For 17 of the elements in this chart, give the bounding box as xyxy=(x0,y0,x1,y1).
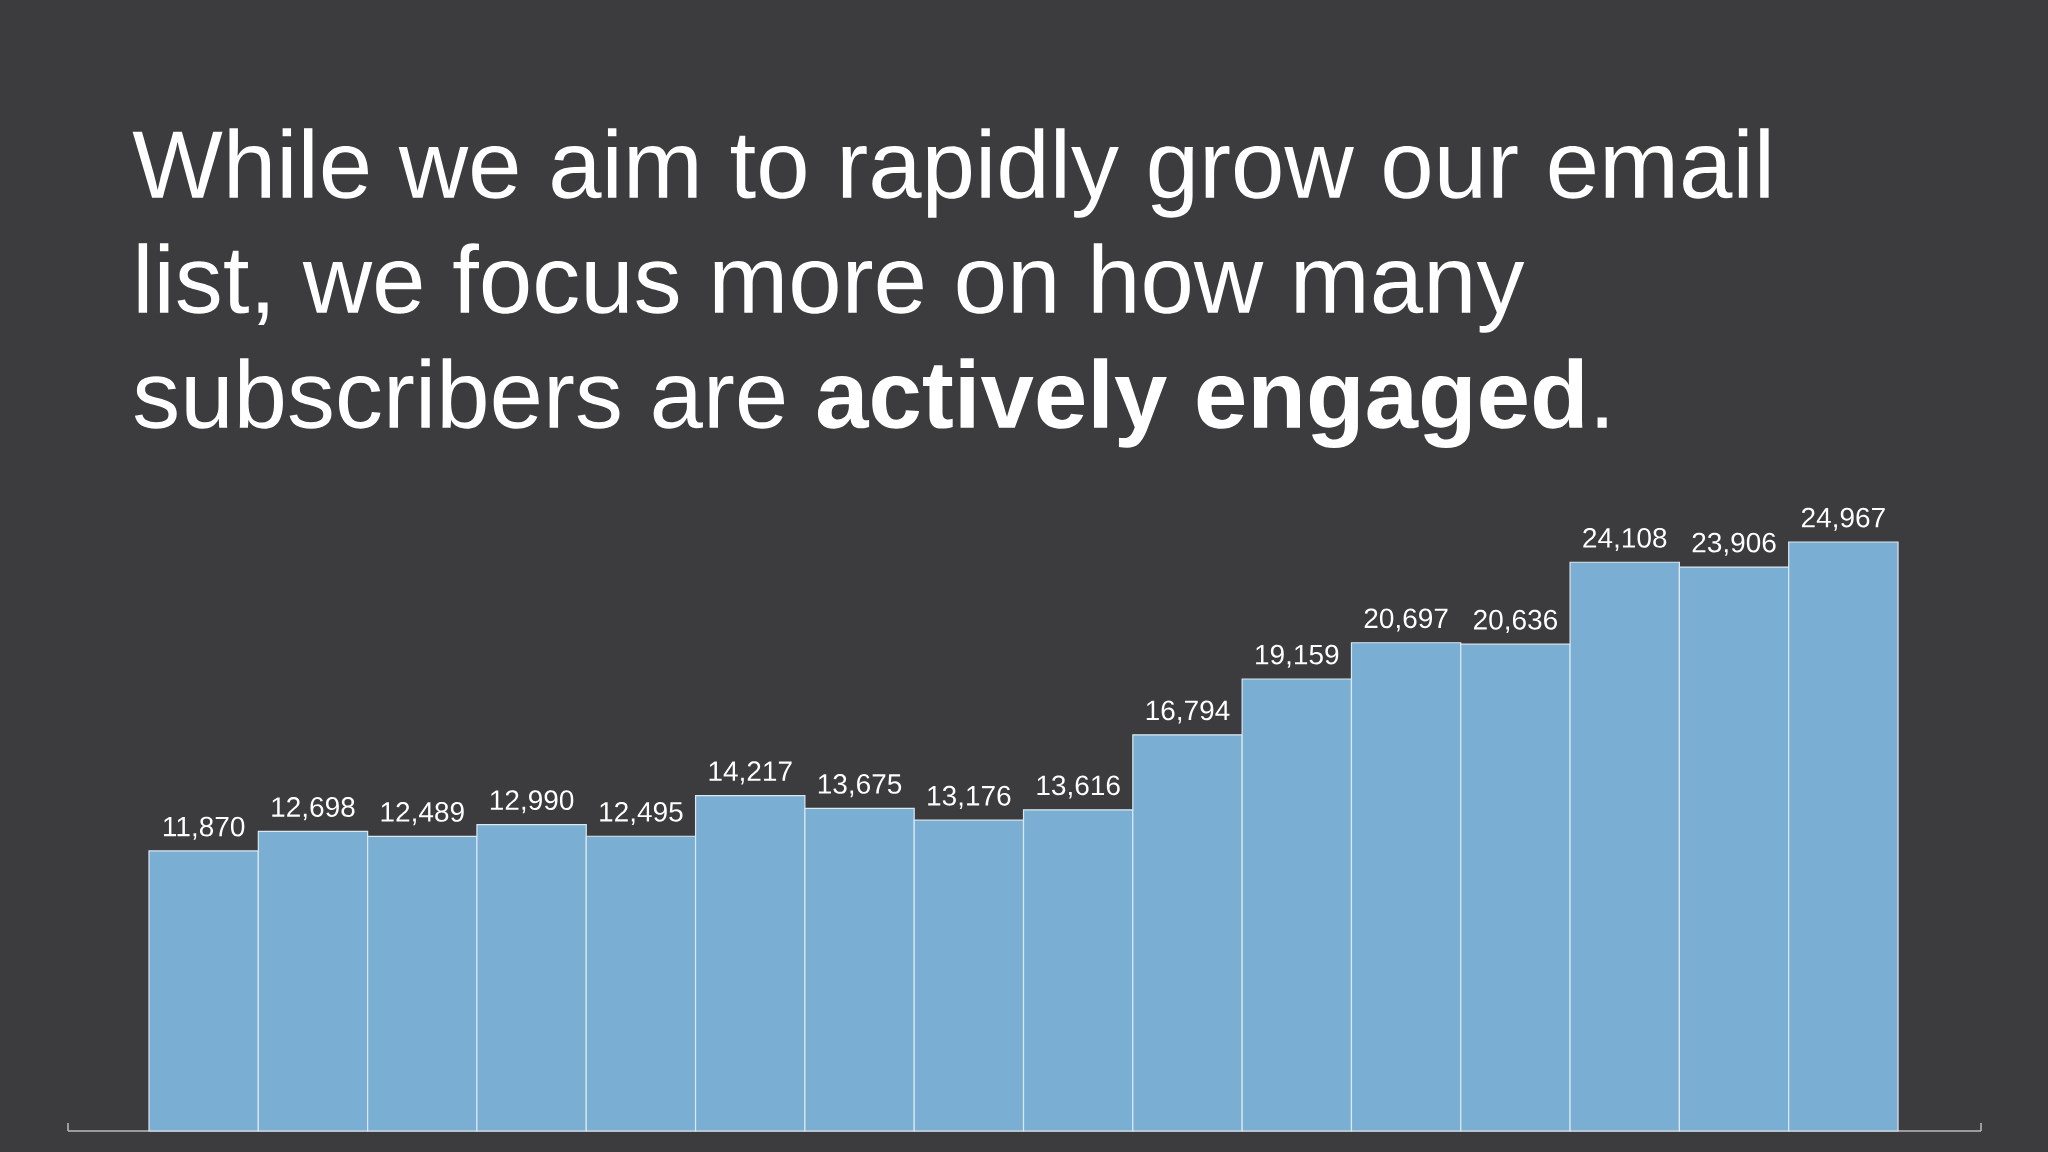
data-label: 19,159 xyxy=(1256,644,1339,668)
data-label: 12,495 xyxy=(600,801,683,826)
data-label: 12,990 xyxy=(490,790,574,814)
data-label: 23,906 xyxy=(1692,532,1776,556)
data-label: 24,967 xyxy=(1801,507,1885,531)
chart-title: While we aim to rapidly grow our email list, we focus more on how many subscribers are actively engaged. xyxy=(132,128,1769,449)
data-label: 14,217 xyxy=(709,761,792,785)
data-label: 13,675 xyxy=(818,774,902,798)
data-label: 11,870 xyxy=(164,816,245,840)
data-label: 20,636 xyxy=(1474,609,1557,633)
data-label: 12,489 xyxy=(381,802,464,826)
data-label: 20,697 xyxy=(1364,608,1448,632)
data-label: 24,108 xyxy=(1583,527,1667,552)
data-label: 16,794 xyxy=(1146,700,1230,724)
data-label: 12,698 xyxy=(272,797,355,821)
data-label: 13,176 xyxy=(928,785,1011,809)
data-label: 13,616 xyxy=(1037,775,1120,799)
